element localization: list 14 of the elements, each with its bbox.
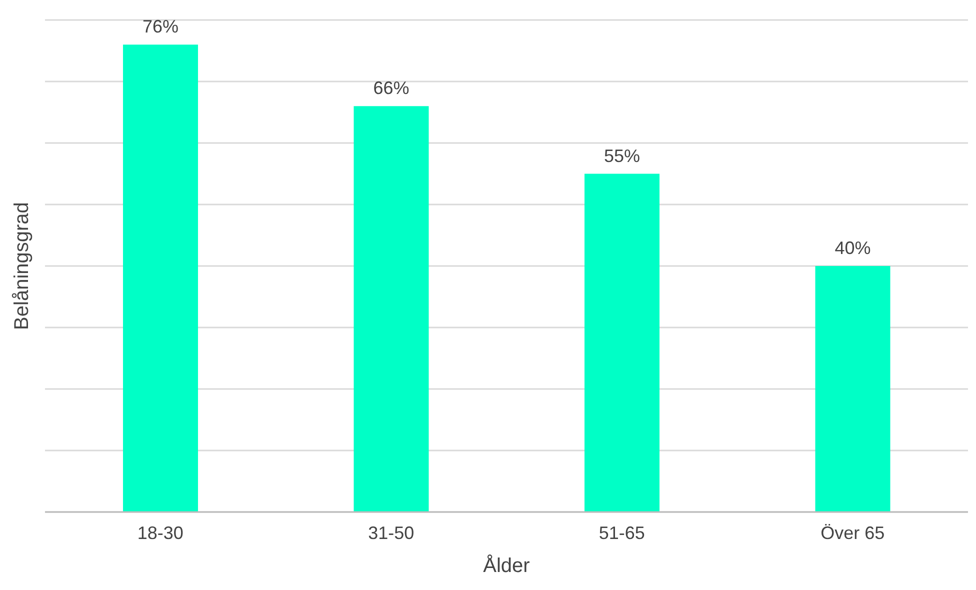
data-label: 76%	[142, 16, 179, 37]
x-tick-label: 31-50	[368, 522, 414, 543]
bar	[123, 44, 198, 512]
x-axis-title: Ålder	[483, 554, 530, 577]
data-label: 66%	[373, 78, 410, 98]
x-tick-label: 51-65	[598, 522, 645, 543]
x-tick-label: 18-30	[137, 522, 184, 543]
bar	[354, 106, 429, 512]
data-label: 40%	[834, 238, 871, 258]
bar	[815, 266, 890, 512]
data-label: 55%	[604, 146, 640, 166]
y-axis-title: Belåningsgrad	[11, 202, 33, 330]
bar	[584, 174, 660, 512]
x-tick-label: Över 65	[820, 522, 885, 543]
